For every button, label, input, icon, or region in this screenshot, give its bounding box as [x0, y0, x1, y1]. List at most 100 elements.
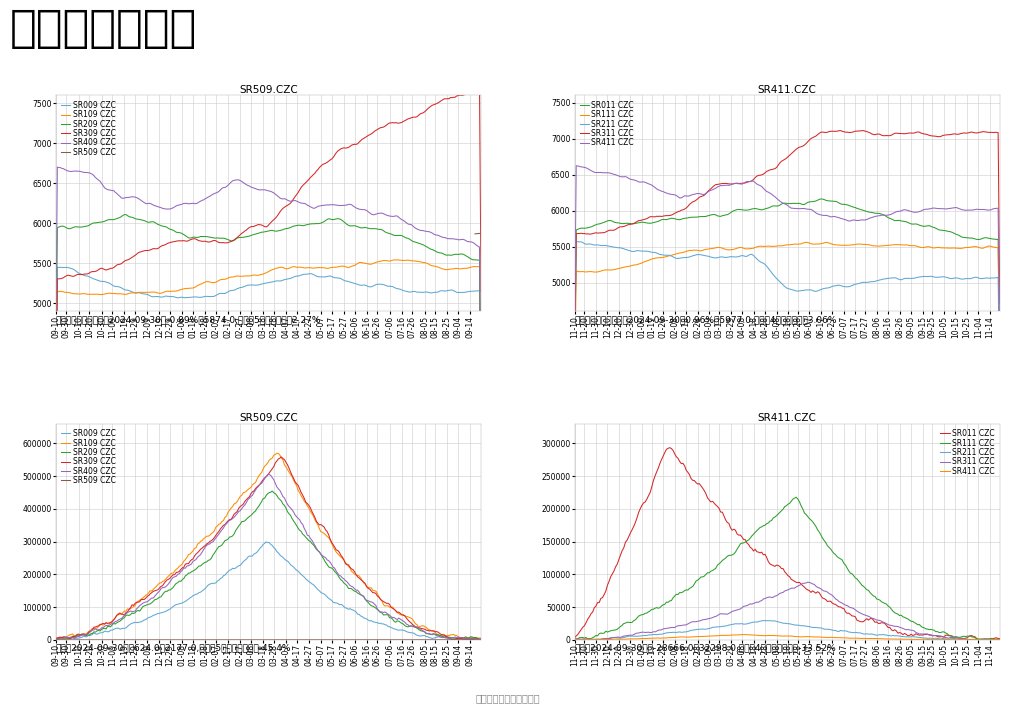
SR109 CZC: [116, 290, 128, 298]
SR211 CZC: [629, 632, 641, 641]
SR309 CZC: [403, 115, 415, 123]
SR311 CZC: [568, 366, 581, 375]
SR111 CZC: [975, 244, 988, 252]
Line: SR409 CZC: SR409 CZC: [56, 167, 481, 399]
SR409 CZC: [314, 201, 326, 210]
SR009 CZC: [254, 544, 266, 552]
SR009 CZC: [405, 288, 417, 296]
SR011 CZC: [746, 205, 758, 214]
SR109 CZC: [271, 449, 283, 457]
SR509 CZC: [475, 635, 487, 643]
SR311 CZC: [977, 635, 990, 643]
Title: SR509.CZC: SR509.CZC: [240, 413, 297, 423]
SR311 CZC: [568, 635, 581, 643]
SR311 CZC: [915, 630, 927, 638]
SR009 CZC: [260, 537, 272, 546]
SR111 CZC: [746, 244, 758, 252]
SR209 CZC: [314, 548, 326, 556]
SR309 CZC: [405, 619, 417, 627]
SR411 CZC: [749, 631, 761, 639]
SR411 CZC: [629, 635, 641, 643]
SR109 CZC: [50, 425, 62, 433]
SR109 CZC: [292, 263, 304, 271]
SR009 CZC: [402, 628, 414, 636]
SR411 CZC: [747, 631, 759, 639]
SR011 CZC: [749, 545, 761, 554]
SR309 CZC: [116, 259, 128, 268]
SR309 CZC: [293, 484, 306, 493]
SR209 CZC: [314, 219, 326, 228]
SR411 CZC: [570, 162, 583, 170]
SR311 CZC: [747, 175, 759, 184]
SR111 CZC: [568, 390, 581, 399]
SR111 CZC: [790, 493, 802, 501]
SR111 CZC: [975, 635, 988, 643]
SR011 CZC: [619, 538, 631, 547]
SR011 CZC: [747, 204, 759, 213]
Title: SR411.CZC: SR411.CZC: [758, 85, 817, 95]
Text: 持仓较2024-09-30增加624.0至2177.0,较过去5年同期均值减少-45.4%: 持仓较2024-09-30增加624.0至2177.0,较过去5年同期均值减少-…: [56, 643, 291, 653]
SR309 CZC: [292, 188, 304, 197]
SR209 CZC: [405, 621, 417, 630]
SR009 CZC: [256, 280, 268, 288]
SR011 CZC: [815, 194, 827, 203]
SR011 CZC: [914, 631, 926, 639]
SR009 CZC: [314, 587, 326, 595]
Text: 期货有风险，投资需谨慎: 期货有风险，投资需谨慎: [475, 694, 540, 703]
SR009 CZC: [116, 624, 128, 633]
SR109 CZC: [59, 635, 71, 643]
SR211 CZC: [631, 246, 644, 255]
Line: SR311 CZC: SR311 CZC: [574, 582, 1000, 640]
SR409 CZC: [50, 636, 62, 644]
SR109 CZC: [406, 615, 418, 624]
SR109 CZC: [475, 634, 487, 643]
SR509 CZC: [292, 636, 304, 644]
SR109 CZC: [475, 408, 487, 416]
SR209 CZC: [50, 382, 62, 391]
SR109 CZC: [388, 255, 400, 264]
Line: SR111 CZC: SR111 CZC: [574, 497, 1000, 640]
SR509 CZC: [254, 636, 266, 644]
SR009 CZC: [50, 634, 62, 643]
Line: SR209 CZC: SR209 CZC: [56, 214, 481, 408]
Legend: SR011 CZC, SR111 CZC, SR211 CZC, SR311 CZC, SR411 CZC: SR011 CZC, SR111 CZC, SR211 CZC, SR311 C…: [939, 428, 996, 477]
SR211 CZC: [966, 636, 978, 644]
SR211 CZC: [994, 395, 1006, 403]
SR211 CZC: [747, 251, 759, 259]
SR409 CZC: [263, 470, 275, 479]
SR111 CZC: [800, 238, 812, 247]
SR111 CZC: [629, 261, 641, 269]
SR011 CZC: [975, 636, 988, 644]
SR209 CZC: [254, 500, 266, 508]
SR309 CZC: [275, 452, 287, 461]
SR409 CZC: [50, 341, 62, 350]
SR409 CZC: [402, 621, 414, 629]
SR409 CZC: [117, 194, 129, 203]
Line: SR411 CZC: SR411 CZC: [574, 166, 1000, 353]
SR311 CZC: [749, 599, 761, 607]
SR411 CZC: [977, 636, 990, 644]
SR011 CZC: [977, 636, 990, 644]
SR009 CZC: [117, 284, 129, 293]
SR309 CZC: [470, 636, 482, 644]
Legend: SR009 CZC, SR109 CZC, SR209 CZC, SR309 CZC, SR409 CZC, SR509 CZC: SR009 CZC, SR109 CZC, SR209 CZC, SR309 C…: [60, 428, 117, 486]
SR209 CZC: [405, 236, 417, 245]
Text: 盘面价格及持仓: 盘面价格及持仓: [10, 7, 197, 50]
SR011 CZC: [914, 221, 926, 229]
SR409 CZC: [405, 622, 417, 631]
Line: SR209 CZC: SR209 CZC: [56, 491, 481, 640]
SR509 CZC: [50, 636, 62, 644]
Text: 持仓较2024-09-30减少-28666.0至32298.0,较过去4年同期均值减少-33.52%: 持仓较2024-09-30减少-28666.0至32298.0,较过去4年同期均…: [574, 643, 836, 653]
Line: SR011 CZC: SR011 CZC: [574, 448, 1000, 640]
SR211 CZC: [570, 237, 583, 245]
SR509 CZC: [475, 229, 487, 238]
SR011 CZC: [994, 634, 1006, 643]
SR411 CZC: [568, 636, 581, 644]
SR211 CZC: [757, 617, 769, 625]
SR009 CZC: [293, 568, 306, 577]
Line: SR111 CZC: SR111 CZC: [574, 243, 1000, 395]
SR409 CZC: [52, 163, 64, 171]
SR509 CZC: [400, 636, 412, 644]
SR411 CZC: [621, 173, 633, 182]
SR011 CZC: [568, 633, 581, 642]
